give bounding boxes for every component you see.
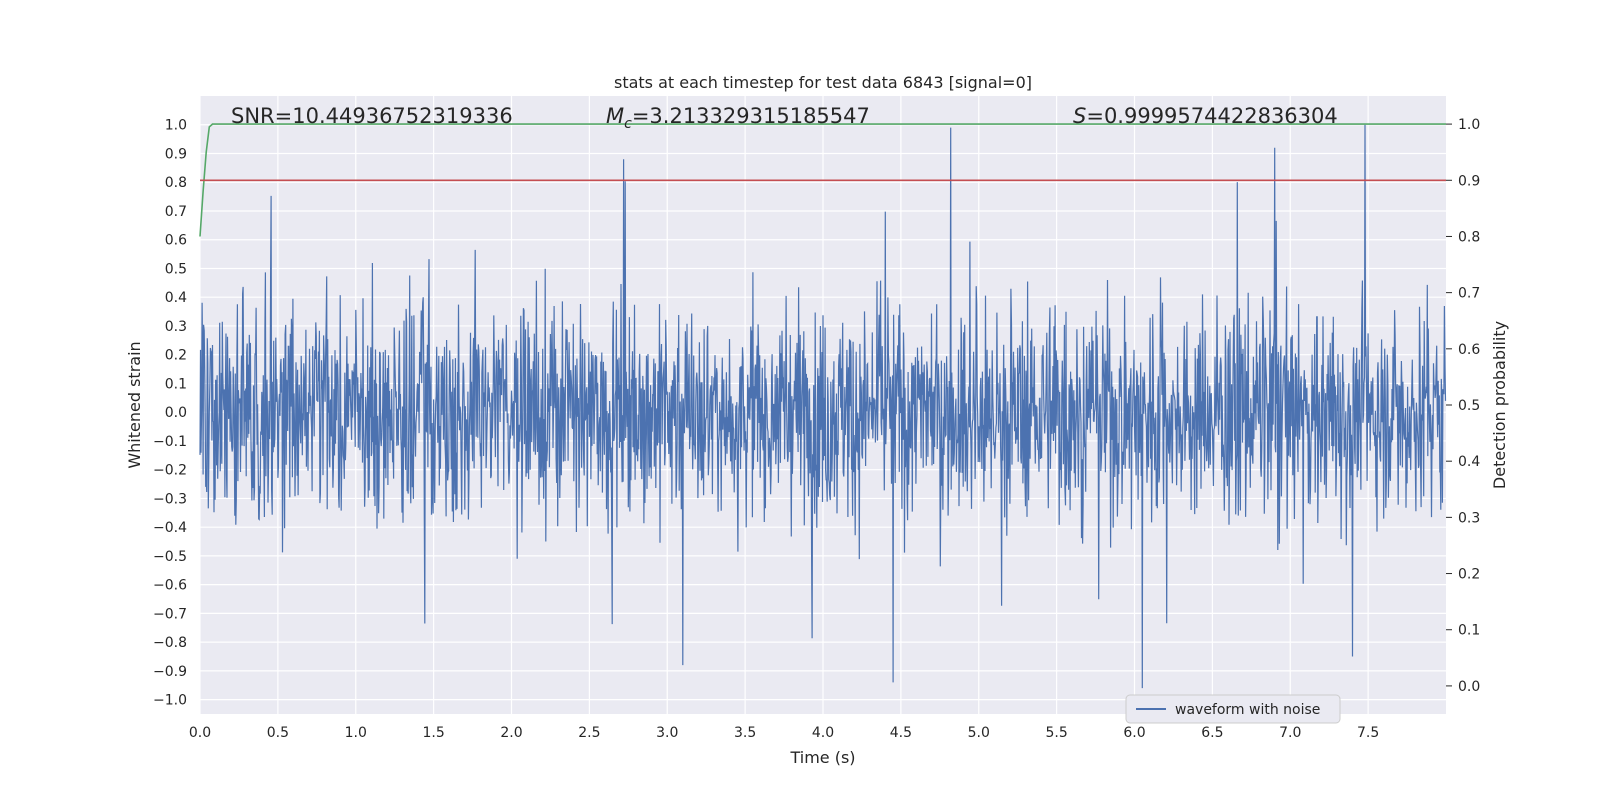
snr-annotation: SNR=10.44936752319336 [231,104,513,128]
y-left-tick-label: −0.4 [153,520,187,536]
y-left-tick-label: 0.6 [165,233,187,249]
y-left-tick-label: −0.3 [153,491,187,507]
x-tick-label: 6.5 [1201,725,1223,741]
y-left-tick-label: 0.7 [165,204,187,220]
y-left-tick-label: 0.9 [165,146,187,162]
y-right-axis-title: Detection probability [1490,321,1509,489]
legend-box [1125,694,1341,724]
y-left-tick-labels: 1.0 0.9 0.8 0.7 0.6 0.5 0.4 0.3 0.2 0.1 0.0 −0.1 −0.… [153,118,187,709]
x-tick-label: 4.0 [812,725,834,741]
y-left-tick-label: 0.5 [165,261,187,277]
x-tick-label: 0.5 [267,725,289,741]
y-right-tick-label: 0.8 [1458,229,1480,245]
y-left-tick-label: 0.3 [165,319,187,335]
x-tick-label: 5.0 [968,725,990,741]
y-right-tick-label: 0.2 [1458,567,1480,583]
s-annotation: S=0.9999574422836304 [1073,104,1338,128]
y-left-tick-label: 0.8 [165,175,187,191]
y-right-tick-label: 0.6 [1458,342,1480,358]
mc-annotation: Mc=3.213329315185547 [606,104,870,132]
y-left-tick-label: −0.2 [153,463,187,479]
x-tick-label: 4.5 [890,725,912,741]
x-axis-title: Time (s) [789,748,855,767]
y-left-tick-label: −0.8 [153,635,187,651]
y-right-tick-label: 1.0 [1458,117,1480,133]
detection-probability-line [199,123,1446,237]
y-left-tick-label: −0.1 [153,434,187,450]
y-left-tick-label: −0.6 [153,578,187,594]
y-right-tick-label: 0.1 [1458,623,1480,639]
series-waveform-with-noise [199,124,1447,689]
x-tick-label: 3.5 [734,725,756,741]
y-right-tick-label: 0.9 [1458,173,1480,189]
chart-title: stats at each timestep for test data 684… [614,73,1032,92]
x-tick-label: 0.0 [189,725,211,741]
y-right-tick-label: 0.3 [1458,510,1480,526]
x-tick-label: 1.5 [422,725,444,741]
x-tick-label: 2.0 [500,725,522,741]
y-left-tick-label: −0.5 [153,549,187,565]
y-right-tick-label: 0.5 [1458,398,1480,414]
y-left-tick-label: 0.1 [165,376,187,392]
y-left-tick-label: 0.0 [165,405,187,421]
y-right-tick-label: 0.0 [1458,679,1480,695]
y-left-tick-label: 0.2 [165,348,187,364]
x-tick-label: 2.5 [578,725,600,741]
y-left-tick-label: −1.0 [153,693,187,709]
y-left-tick-label: −0.9 [153,664,187,680]
waveform-with-noise-line [199,124,1447,689]
legend: waveform with noise [1125,694,1341,724]
probability-lines [199,123,1446,237]
y-right-tick-labels: 1.0 0.9 0.8 0.7 0.6 0.5 0.4 0.3 0.2 0.1 0.0 [1446,117,1480,695]
y-left-axis-title: Whitened strain [125,341,144,468]
x-tick-label: 5.5 [1045,725,1067,741]
x-tick-label: 6.0 [1123,725,1145,741]
x-tick-label: 3.0 [656,725,678,741]
y-left-tick-label: −0.7 [153,606,187,622]
x-tick-label: 1.0 [345,725,367,741]
y-left-tick-label: 1.0 [165,118,187,134]
y-right-tick-label: 0.4 [1458,454,1480,470]
x-tick-labels: 0.0 0.5 1.0 1.5 2.0 2.5 3.0 3.5 4.0 4.5 5.0 5.5 6.0 6… [189,725,1379,741]
legend-label: waveform with noise [1175,702,1320,718]
x-tick-label: 7.0 [1279,725,1301,741]
y-right-tick-label: 0.7 [1458,286,1480,302]
y-left-tick-label: 0.4 [165,290,187,306]
x-tick-label: 7.5 [1357,725,1379,741]
